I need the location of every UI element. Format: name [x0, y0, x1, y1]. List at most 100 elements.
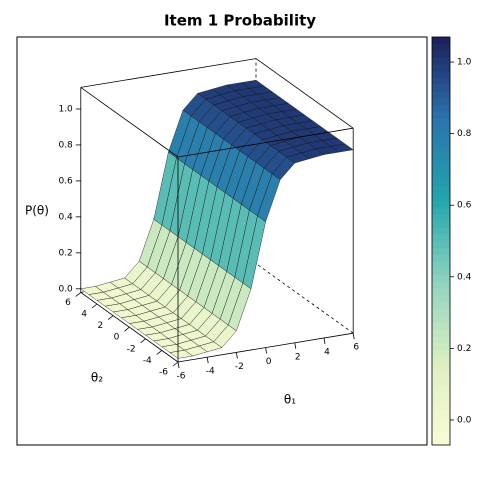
x-tick: [265, 347, 267, 354]
colorbar-segment: [432, 234, 450, 242]
colorbar-segment: [432, 105, 450, 113]
colorbar-segment: [432, 268, 450, 276]
box-edge: [255, 58, 354, 129]
colorbar-segment: [432, 132, 450, 140]
colorbar-segment: [432, 397, 450, 405]
colorbar-segment: [432, 57, 450, 65]
colorbar-segment: [432, 315, 450, 323]
colorbar-tick-label: 1.0: [457, 58, 472, 68]
y-tick-label: -2: [127, 344, 136, 354]
colorbar-segment: [432, 139, 450, 147]
y-tick-label: 6: [65, 298, 71, 308]
y-tick-label: -4: [143, 356, 152, 366]
y-axis-label: θ₂: [91, 371, 103, 385]
colorbar-segment: [432, 84, 450, 92]
colorbar-segment: [432, 159, 450, 167]
x-tick: [323, 337, 326, 345]
colorbar-segment: [432, 404, 450, 412]
colorbar-segment: [432, 166, 450, 174]
colorbar-segment: [432, 43, 450, 51]
colorbar-segment: [432, 261, 450, 269]
panel-border: [16, 36, 428, 446]
colorbar-segment: [432, 417, 450, 425]
colorbar-segment: [432, 111, 450, 119]
colorbar-segment: [432, 145, 450, 153]
y-tick: [91, 303, 98, 309]
colorbar-segment: [432, 98, 450, 106]
colorbar-tick-label: 0.4: [457, 272, 472, 282]
x-tick-label: 0: [266, 357, 272, 367]
colorbar-segment: [432, 343, 450, 351]
colorbar-segment: [432, 431, 450, 439]
colorbar-segment: [432, 438, 450, 446]
colorbar-segment: [432, 336, 450, 344]
colorbar-tick-label: 0.2: [457, 344, 471, 354]
colorbar-segment: [432, 322, 450, 330]
colorbar-segment: [432, 118, 450, 126]
colorbar-segment: [432, 173, 450, 181]
colorbar-segment: [432, 281, 450, 289]
x-tick-label: 4: [324, 348, 330, 358]
colorbar-segment: [432, 37, 450, 45]
x-tick-label: -6: [177, 372, 186, 382]
colorbar-tick-label: 0.0: [457, 415, 472, 425]
x-axis-label: θ₁: [284, 393, 296, 407]
y-tick: [172, 361, 179, 367]
x-tick: [206, 357, 209, 364]
x-tick: [294, 342, 297, 349]
y-tick: [124, 326, 130, 332]
z-tick-label: 0.0: [58, 284, 73, 294]
z-tick-label: 0.8: [58, 140, 73, 150]
box-edge: [80, 87, 179, 158]
x-tick-label: 2: [295, 352, 301, 362]
x-tick: [236, 352, 238, 359]
colorbar-segment: [432, 349, 450, 357]
box-edge: [177, 127, 354, 158]
x-tick: [352, 333, 355, 340]
colorbar-segment: [432, 186, 450, 194]
colorbar-segment: [432, 193, 450, 201]
colorbar-segment: [432, 71, 450, 79]
y-tick-label: 0: [114, 333, 120, 343]
colorbar-tick-label: 0.6: [457, 201, 472, 211]
colorbar-segment: [432, 91, 450, 99]
y-tick-label: -6: [159, 368, 168, 378]
colorbar-segment: [432, 200, 450, 208]
z-axis-label: P(θ): [25, 204, 49, 218]
colorbar-border: [431, 36, 451, 446]
colorbar-segment: [432, 247, 450, 255]
z-tick-label: 0.2: [58, 248, 72, 258]
z-tick-label: 1.0: [58, 104, 73, 114]
colorbar-segment: [432, 370, 450, 378]
colorbar-segment: [432, 179, 450, 187]
colorbar-segment: [432, 411, 450, 419]
colorbar-segment: [432, 309, 450, 317]
colorbar-segment: [432, 207, 450, 215]
colorbar-segment: [432, 152, 450, 160]
y-tick-label: 2: [97, 321, 103, 331]
colorbar-segment: [432, 227, 450, 235]
colorbar-segment: [432, 275, 450, 283]
y-tick: [107, 315, 114, 320]
colorbar-segment: [432, 50, 450, 58]
colorbar-segment: [432, 125, 450, 133]
colorbar-tick-label: 0.8: [457, 129, 472, 139]
y-tick: [140, 338, 146, 344]
y-tick-label: 4: [81, 310, 87, 320]
colorbar-segment: [432, 302, 450, 310]
colorbar-segment: [432, 295, 450, 303]
z-tick-label: 0.6: [58, 176, 73, 186]
colorbar-segment: [432, 424, 450, 432]
y-tick: [156, 350, 163, 355]
box-edge: [80, 58, 257, 88]
colorbar-segment: [432, 377, 450, 385]
colorbar-segment: [432, 241, 450, 249]
colorbar-segment: [432, 363, 450, 371]
chart-title: Item 1 Probability: [164, 12, 316, 30]
x-tick-label: -2: [235, 362, 244, 372]
colorbar-segment: [432, 390, 450, 398]
x-tick: [177, 361, 180, 369]
colorbar-segment: [432, 213, 450, 221]
x-tick-label: 6: [353, 343, 359, 353]
